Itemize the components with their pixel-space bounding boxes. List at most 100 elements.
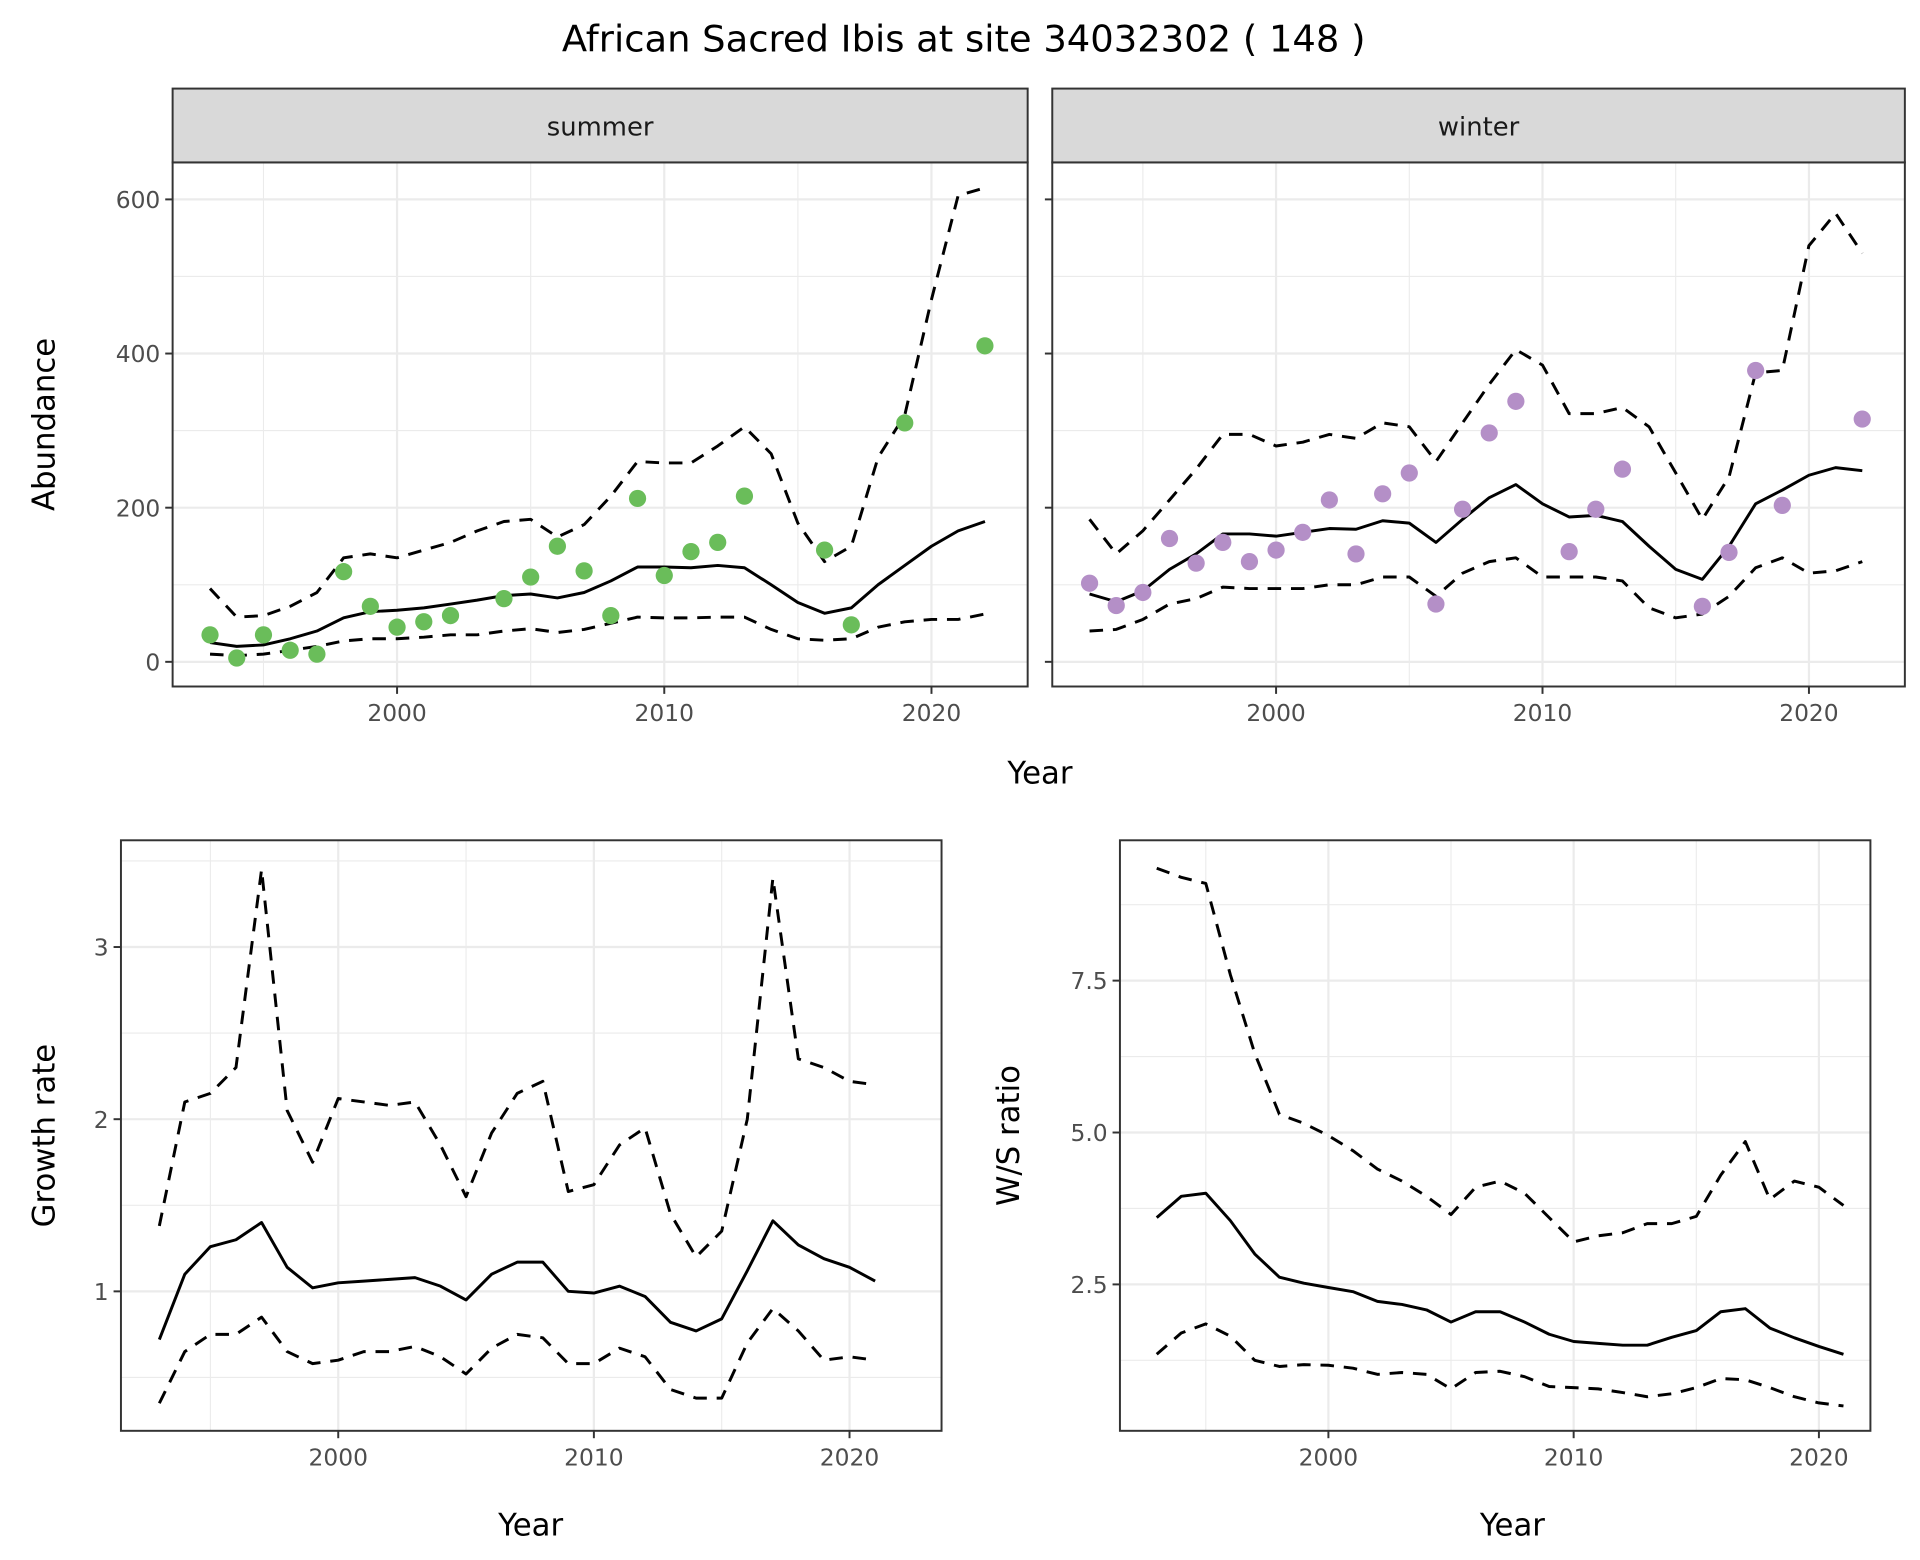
data-point-winter-2001 [1294,523,1312,541]
data-point-winter-2006 [1427,595,1445,613]
data-point-summer-2007 [575,562,593,580]
data-point-winter-2009 [1507,392,1525,410]
x-tick-label: 2010 [564,1443,623,1471]
facet-strip [1051,87,1906,164]
facet-strip [171,87,1029,164]
x-axis-label-growth: Year [497,1507,563,1543]
x-axis-label-abundance: Year [1006,756,1072,792]
panel-background [120,840,942,1431]
series-line-mean [1155,1191,1844,1356]
figure-title: African Sacred Ibis at site 34032302 ( 1… [562,18,1366,61]
data-point-winter-2013 [1613,460,1632,478]
series-line-lower [209,612,986,658]
data-point-winter-1998 [1214,533,1232,551]
data-point-winter-2018 [1747,361,1765,380]
y-tick-label: 7.5 [1070,967,1107,995]
data-point-winter-1996 [1160,529,1179,548]
series-line-upper [157,868,876,1259]
data-point-winter-2005 [1400,464,1418,482]
data-point-winter-2000 [1267,541,1285,559]
panel-summer: summer 2000 2010 2020 0 200 400 600 [116,87,1029,727]
data-point-summer-2005 [522,568,540,586]
x-tick-label: 2000 [367,699,426,727]
data-point-summer-2002 [441,606,460,625]
data-point-summer-2008 [602,606,620,625]
facet-strip-label: summer [547,112,654,142]
series-line-mean [209,520,986,648]
y-tick-label: 200 [116,494,161,522]
data-point-winter-1995 [1134,583,1152,602]
data-point-summer-2010 [655,566,673,585]
data-point-summer-2012 [709,533,727,551]
panel-winter: winter 2000 2010 2020 [1044,87,1906,727]
panel-border [1118,839,1872,1432]
data-point-summer-1996 [281,641,299,659]
x-tick-label: 2010 [1544,1443,1603,1471]
data-point-winter-2003 [1347,545,1365,563]
data-point-summer-1998 [335,563,353,581]
x-tick-label: 2020 [1789,1443,1848,1471]
series-line-lower [158,1307,876,1404]
data-point-summer-1997 [308,645,326,663]
x-axis-label-ratio: Year [1479,1507,1545,1543]
data-point-summer-2011 [682,543,700,561]
x-tick-label: 2010 [1513,699,1572,727]
panel-border [119,839,943,1432]
data-point-summer-2017 [842,616,860,634]
data-point-winter-2011 [1560,543,1578,561]
x-tick-label: 2010 [635,699,694,727]
y-tick-label: 1 [94,1278,109,1306]
data-point-summer-1994 [228,649,246,667]
series-line-upper [208,186,986,619]
series-line-mean [157,1219,876,1341]
panel-background [172,162,1028,687]
data-point-winter-1997 [1187,554,1205,572]
data-point-winter-1994 [1107,596,1125,615]
data-point-summer-1995 [254,626,273,644]
x-tick-label: 2020 [1779,699,1838,727]
data-point-winter-2012 [1587,500,1605,518]
y-tick-label: 2.5 [1070,1271,1107,1299]
x-tick-label: 2020 [820,1443,879,1471]
data-point-winter-2002 [1320,491,1338,509]
data-point-summer-1999 [361,597,379,615]
y-axis-label-growth: Growth rate [27,1044,63,1228]
data-point-summer-2006 [548,537,567,555]
panel-growth-rate: 2000 2010 2020 1 2 3 [94,839,943,1471]
series-line-upper [1088,211,1864,556]
data-point-summer-2004 [495,590,513,608]
y-axis-label-ratio: W/S ratio [991,1065,1027,1206]
data-point-winter-2019 [1773,496,1791,514]
y-tick-label: 3 [94,934,109,962]
data-point-summer-2000 [388,618,406,636]
x-tick-label: 2000 [1299,1443,1358,1471]
y-tick-label: 600 [116,186,161,214]
data-point-summer-2013 [735,487,754,505]
facet-strip-label: winter [1438,112,1520,142]
panel-background [1119,840,1871,1431]
y-axis-label-abundance: Abundance [27,338,63,511]
y-tick-label: 5.0 [1070,1119,1107,1147]
data-point-winter-2017 [1720,543,1738,562]
y-tick-label: 0 [145,648,160,676]
data-point-winter-2008 [1480,424,1498,442]
data-point-summer-2009 [628,489,647,508]
series-line-lower [1155,1322,1844,1408]
data-point-winter-2007 [1453,500,1472,518]
data-point-winter-2004 [1374,485,1392,503]
panel-background [1052,162,1905,687]
data-point-summer-2001 [415,613,433,631]
data-point-winter-2016 [1693,597,1711,615]
x-tick-label: 2000 [1246,699,1305,727]
panel-ws-ratio: 2000 2010 2020 2.5 5.0 7.5 [1070,839,1872,1471]
data-point-summer-2022 [976,337,994,355]
data-point-winter-1999 [1240,553,1259,571]
data-point-summer-1993 [201,626,219,644]
y-tick-label: 400 [116,340,161,368]
data-point-winter-1993 [1080,574,1099,592]
data-point-summer-2016 [815,541,834,559]
data-point-winter-2022 [1853,410,1871,428]
y-tick-label: 2 [94,1106,109,1134]
x-tick-label: 2020 [902,699,961,727]
